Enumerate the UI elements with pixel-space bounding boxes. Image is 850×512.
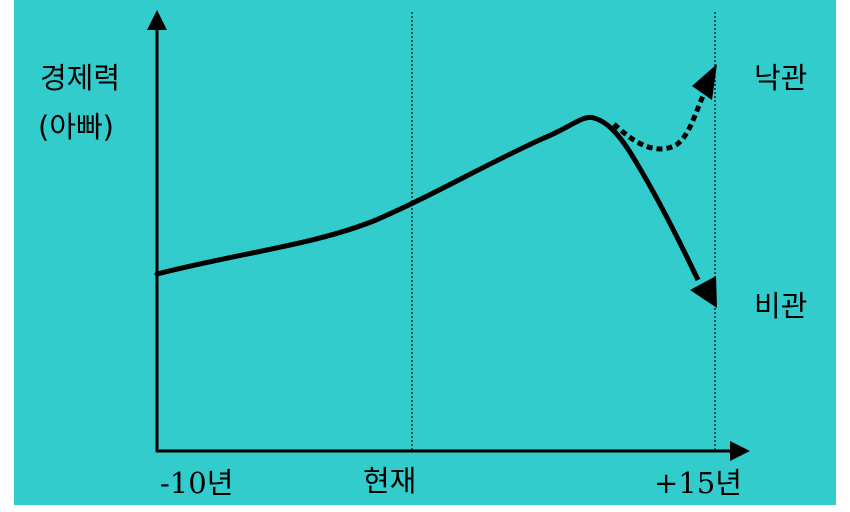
- x-label-start: -10년: [160, 466, 234, 500]
- diagram-canvas: 경제력 (아빠) 낙관 비관 -10년 현재 +15년: [14, 0, 836, 505]
- scenario-optimistic-label: 낙관: [754, 61, 808, 95]
- diagram-svg: [147, 10, 750, 461]
- pessimistic-arrow-icon: [690, 276, 717, 308]
- x-axis-arrow-icon: [730, 441, 750, 461]
- x-label-present: 현재: [363, 464, 417, 498]
- optimistic-arrow-icon: [692, 64, 717, 100]
- y-axis-arrow-icon: [147, 10, 167, 30]
- x-label-end: +15년: [654, 466, 742, 500]
- scenario-pessimistic-label: 비관: [754, 289, 808, 323]
- optimistic-line: [612, 92, 707, 152]
- trend-curve: [154, 114, 639, 277]
- y-axis-label-line2: (아빠): [38, 110, 114, 144]
- y-axis-label-line1: 경제력: [40, 61, 121, 95]
- pessimistic-line: [633, 160, 701, 282]
